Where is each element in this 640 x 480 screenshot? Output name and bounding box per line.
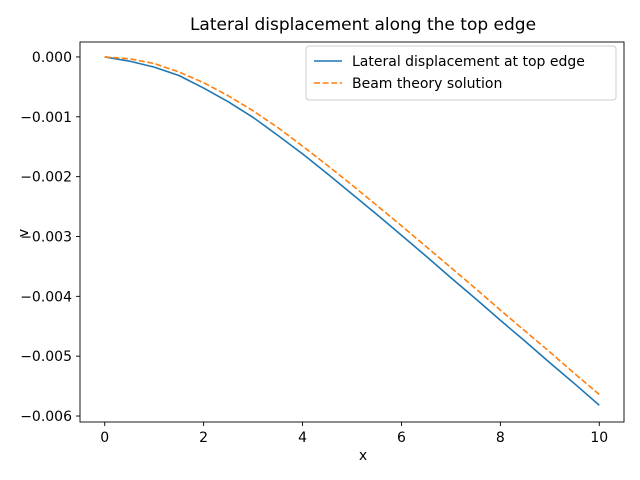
x-tick-label-3: 6 — [397, 430, 406, 446]
y-tick-label-3: −0.003 — [20, 229, 72, 245]
x-axis-label: x — [359, 448, 367, 464]
legend-label-1: Beam theory solution — [352, 76, 502, 92]
x-tick-label-0: 0 — [100, 430, 109, 446]
plot-frame — [79, 41, 625, 423]
legend-label-0: Lateral displacement at top edge — [352, 54, 585, 70]
series-line-1 — [104, 56, 600, 396]
y-tick-label-4: −0.004 — [20, 289, 72, 305]
legend: Lateral displacement at top edge Beam the… — [305, 45, 617, 101]
y-tick-label-6: −0.006 — [20, 409, 72, 425]
x-tick-label-2: 4 — [298, 430, 307, 446]
y-axis-label: v — [16, 229, 32, 237]
series-line-0 — [104, 56, 600, 406]
x-tick-label-4: 8 — [496, 430, 505, 446]
axes-layer: 0 2 4 6 8 10 0.000 −0.001 −0.002 −0.003 −0.004 −0.0… — [20, 41, 625, 446]
y-tick-label-2: −0.002 — [20, 170, 72, 186]
series-layer — [104, 56, 600, 406]
y-tick-label-0: 0.000 — [32, 50, 72, 66]
legend-box — [305, 45, 617, 101]
chart-title: Lateral displacement along the top edge — [190, 15, 536, 35]
y-tick-label-5: −0.005 — [20, 349, 72, 365]
y-tick-label-1: −0.001 — [20, 110, 72, 126]
x-tick-label-5: 10 — [590, 430, 608, 446]
x-tick-label-1: 2 — [199, 430, 208, 446]
